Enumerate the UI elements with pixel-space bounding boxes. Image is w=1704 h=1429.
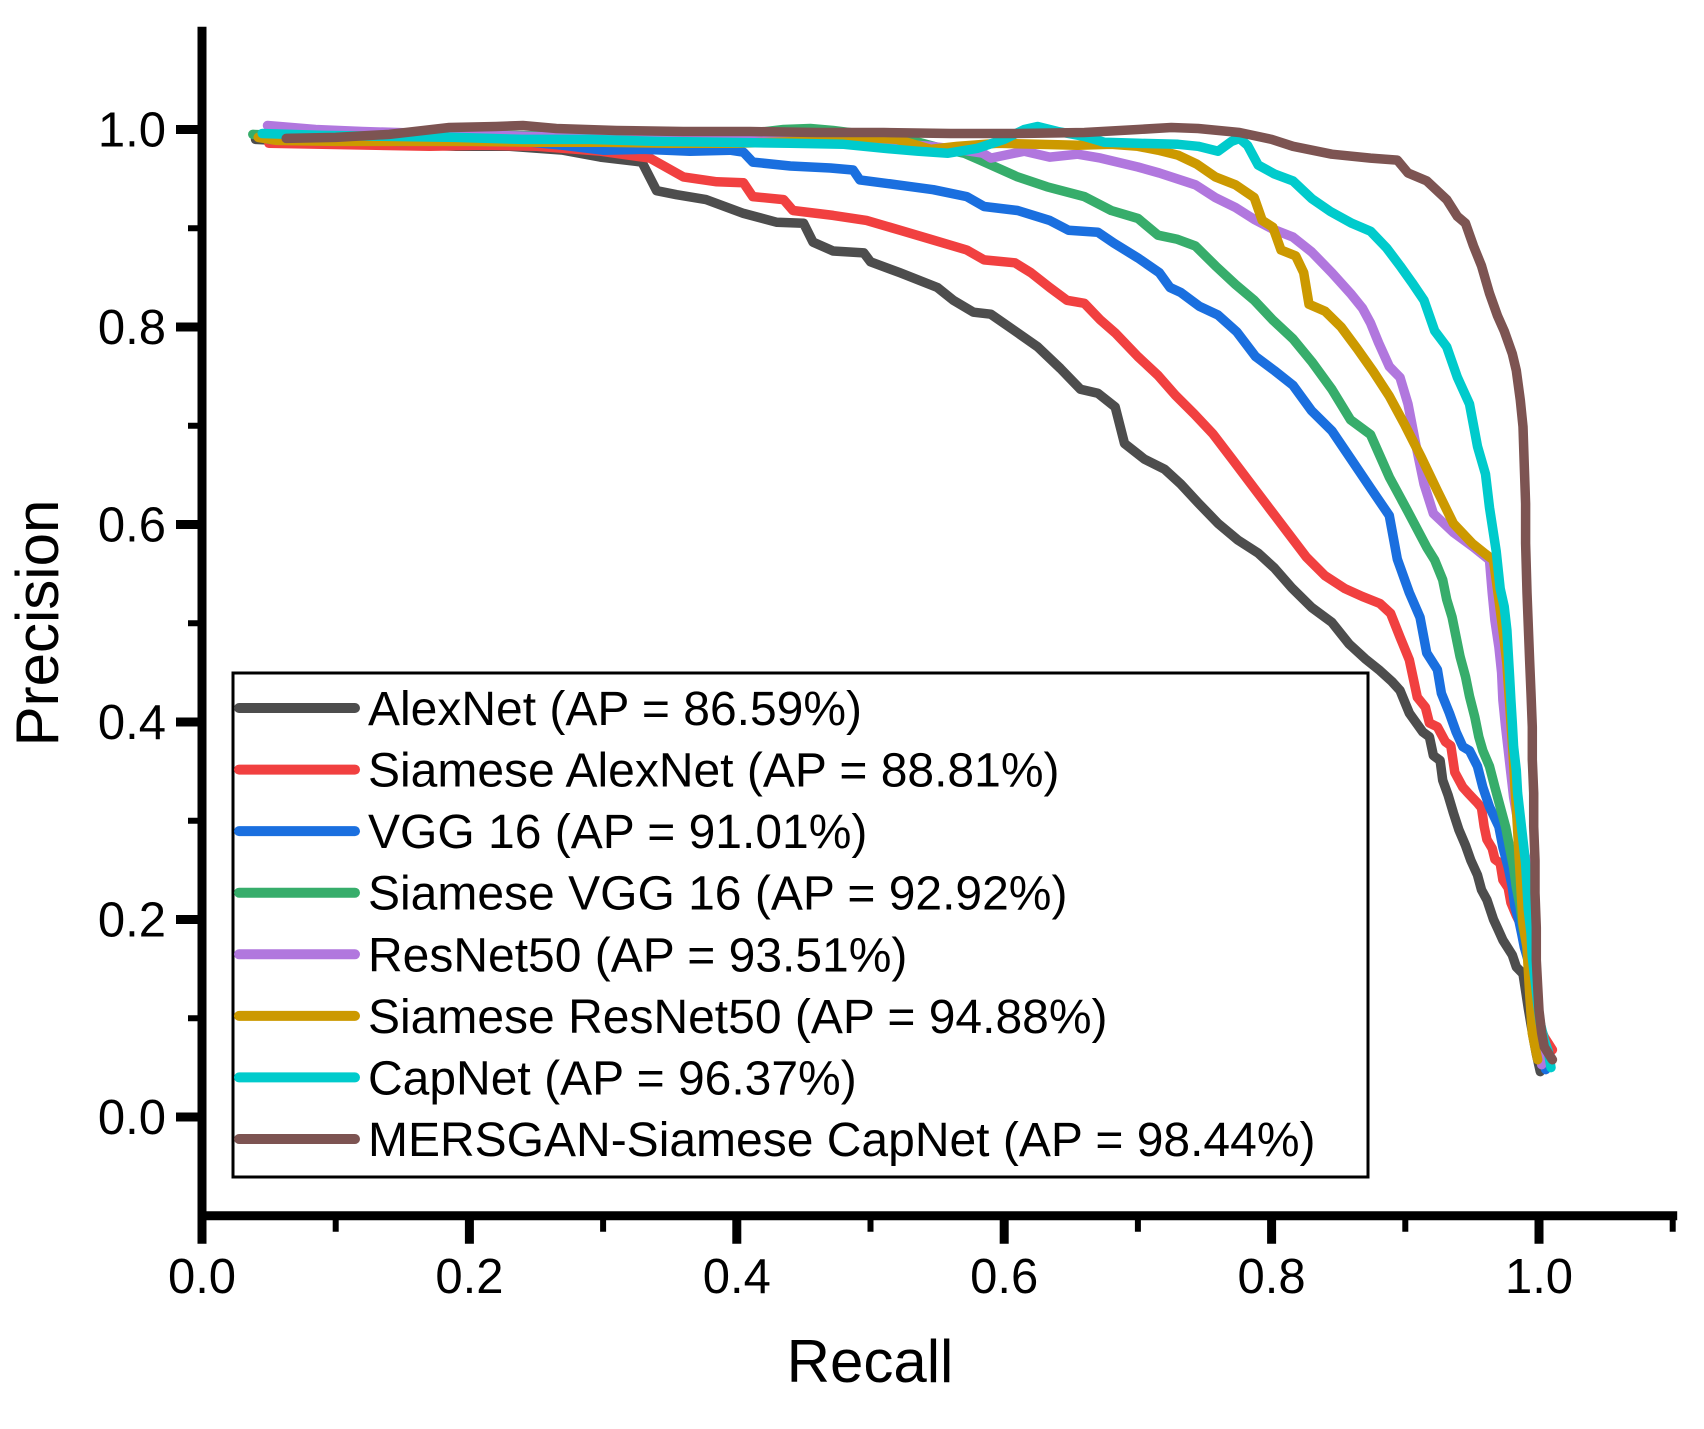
y-tick-label: 0.0 xyxy=(98,1091,166,1145)
legend-label: Siamese VGG 16 (AP = 92.92%) xyxy=(368,868,1067,921)
legend-label: MERSGAN-Siamese CapNet (AP = 98.44%) xyxy=(368,1114,1315,1167)
legend-item-siamese-resnet50: Siamese ResNet50 (AP = 94.88%) xyxy=(234,991,1108,1044)
y-tick-label: 0.8 xyxy=(98,301,166,355)
legend-item-resnet50: ResNet50 (AP = 93.51%) xyxy=(234,929,907,982)
x-tick-label: 0.2 xyxy=(435,1250,503,1304)
axes-layer: 0.0 0.2 0.4 0.6 0.8 1.0 0.0 0.2 0.4 0.6 0.8 1.0 xyxy=(98,26,1678,1304)
legend-item-mersgan-siamese-capnet: MERSGAN-Siamese CapNet (AP = 98.44%) xyxy=(234,1114,1315,1167)
curve-capnet xyxy=(257,121,1556,1073)
legend-item-vgg-16: VGG 16 (AP = 91.01%) xyxy=(234,806,867,859)
curves-layer xyxy=(248,120,1558,1077)
y-tick-label: 0.4 xyxy=(98,696,166,750)
legend-frame xyxy=(231,671,1370,1179)
x-tick-label: 0.4 xyxy=(703,1250,771,1304)
x-tick-label: 1.0 xyxy=(1505,1250,1573,1304)
legend-item-capnet: CapNet (AP = 96.37%) xyxy=(234,1052,857,1105)
x-tick-label: 0.0 xyxy=(168,1250,236,1304)
curve-mersgan-siamese-capnet xyxy=(281,120,1558,1065)
x-tick-label: 0.8 xyxy=(1238,1250,1306,1304)
legend-label: Siamese AlexNet (AP = 88.81%) xyxy=(368,745,1059,798)
y-tick-label: 0.2 xyxy=(98,894,166,948)
legend-label: CapNet (AP = 96.37%) xyxy=(368,1052,857,1105)
legend-item-siamese-alexnet: Siamese AlexNet (AP = 88.81%) xyxy=(234,745,1059,798)
x-axis-title: Recall xyxy=(787,1328,954,1395)
x-tick-label: 0.6 xyxy=(970,1250,1038,1304)
y-tick-label: 0.6 xyxy=(98,499,166,553)
legend-label: VGG 16 (AP = 91.01%) xyxy=(368,806,867,859)
curve-alexnet xyxy=(250,134,1546,1077)
legend-item-siamese-vgg-16: Siamese VGG 16 (AP = 92.92%) xyxy=(234,868,1067,921)
legend-item-alexnet: AlexNet (AP = 86.59%) xyxy=(234,683,862,736)
curve-siamese-alexnet xyxy=(264,138,1558,1055)
legend-box: AlexNet (AP = 86.59%) Siamese AlexNet (AP… xyxy=(231,671,1370,1179)
legend-label: ResNet50 (AP = 93.51%) xyxy=(368,929,907,982)
legend-label: Siamese ResNet50 (AP = 94.88%) xyxy=(368,991,1108,1044)
y-tick-label: 1.0 xyxy=(98,104,166,158)
legend-label: AlexNet (AP = 86.59%) xyxy=(368,683,862,736)
y-axis-title: Precision xyxy=(4,500,71,747)
